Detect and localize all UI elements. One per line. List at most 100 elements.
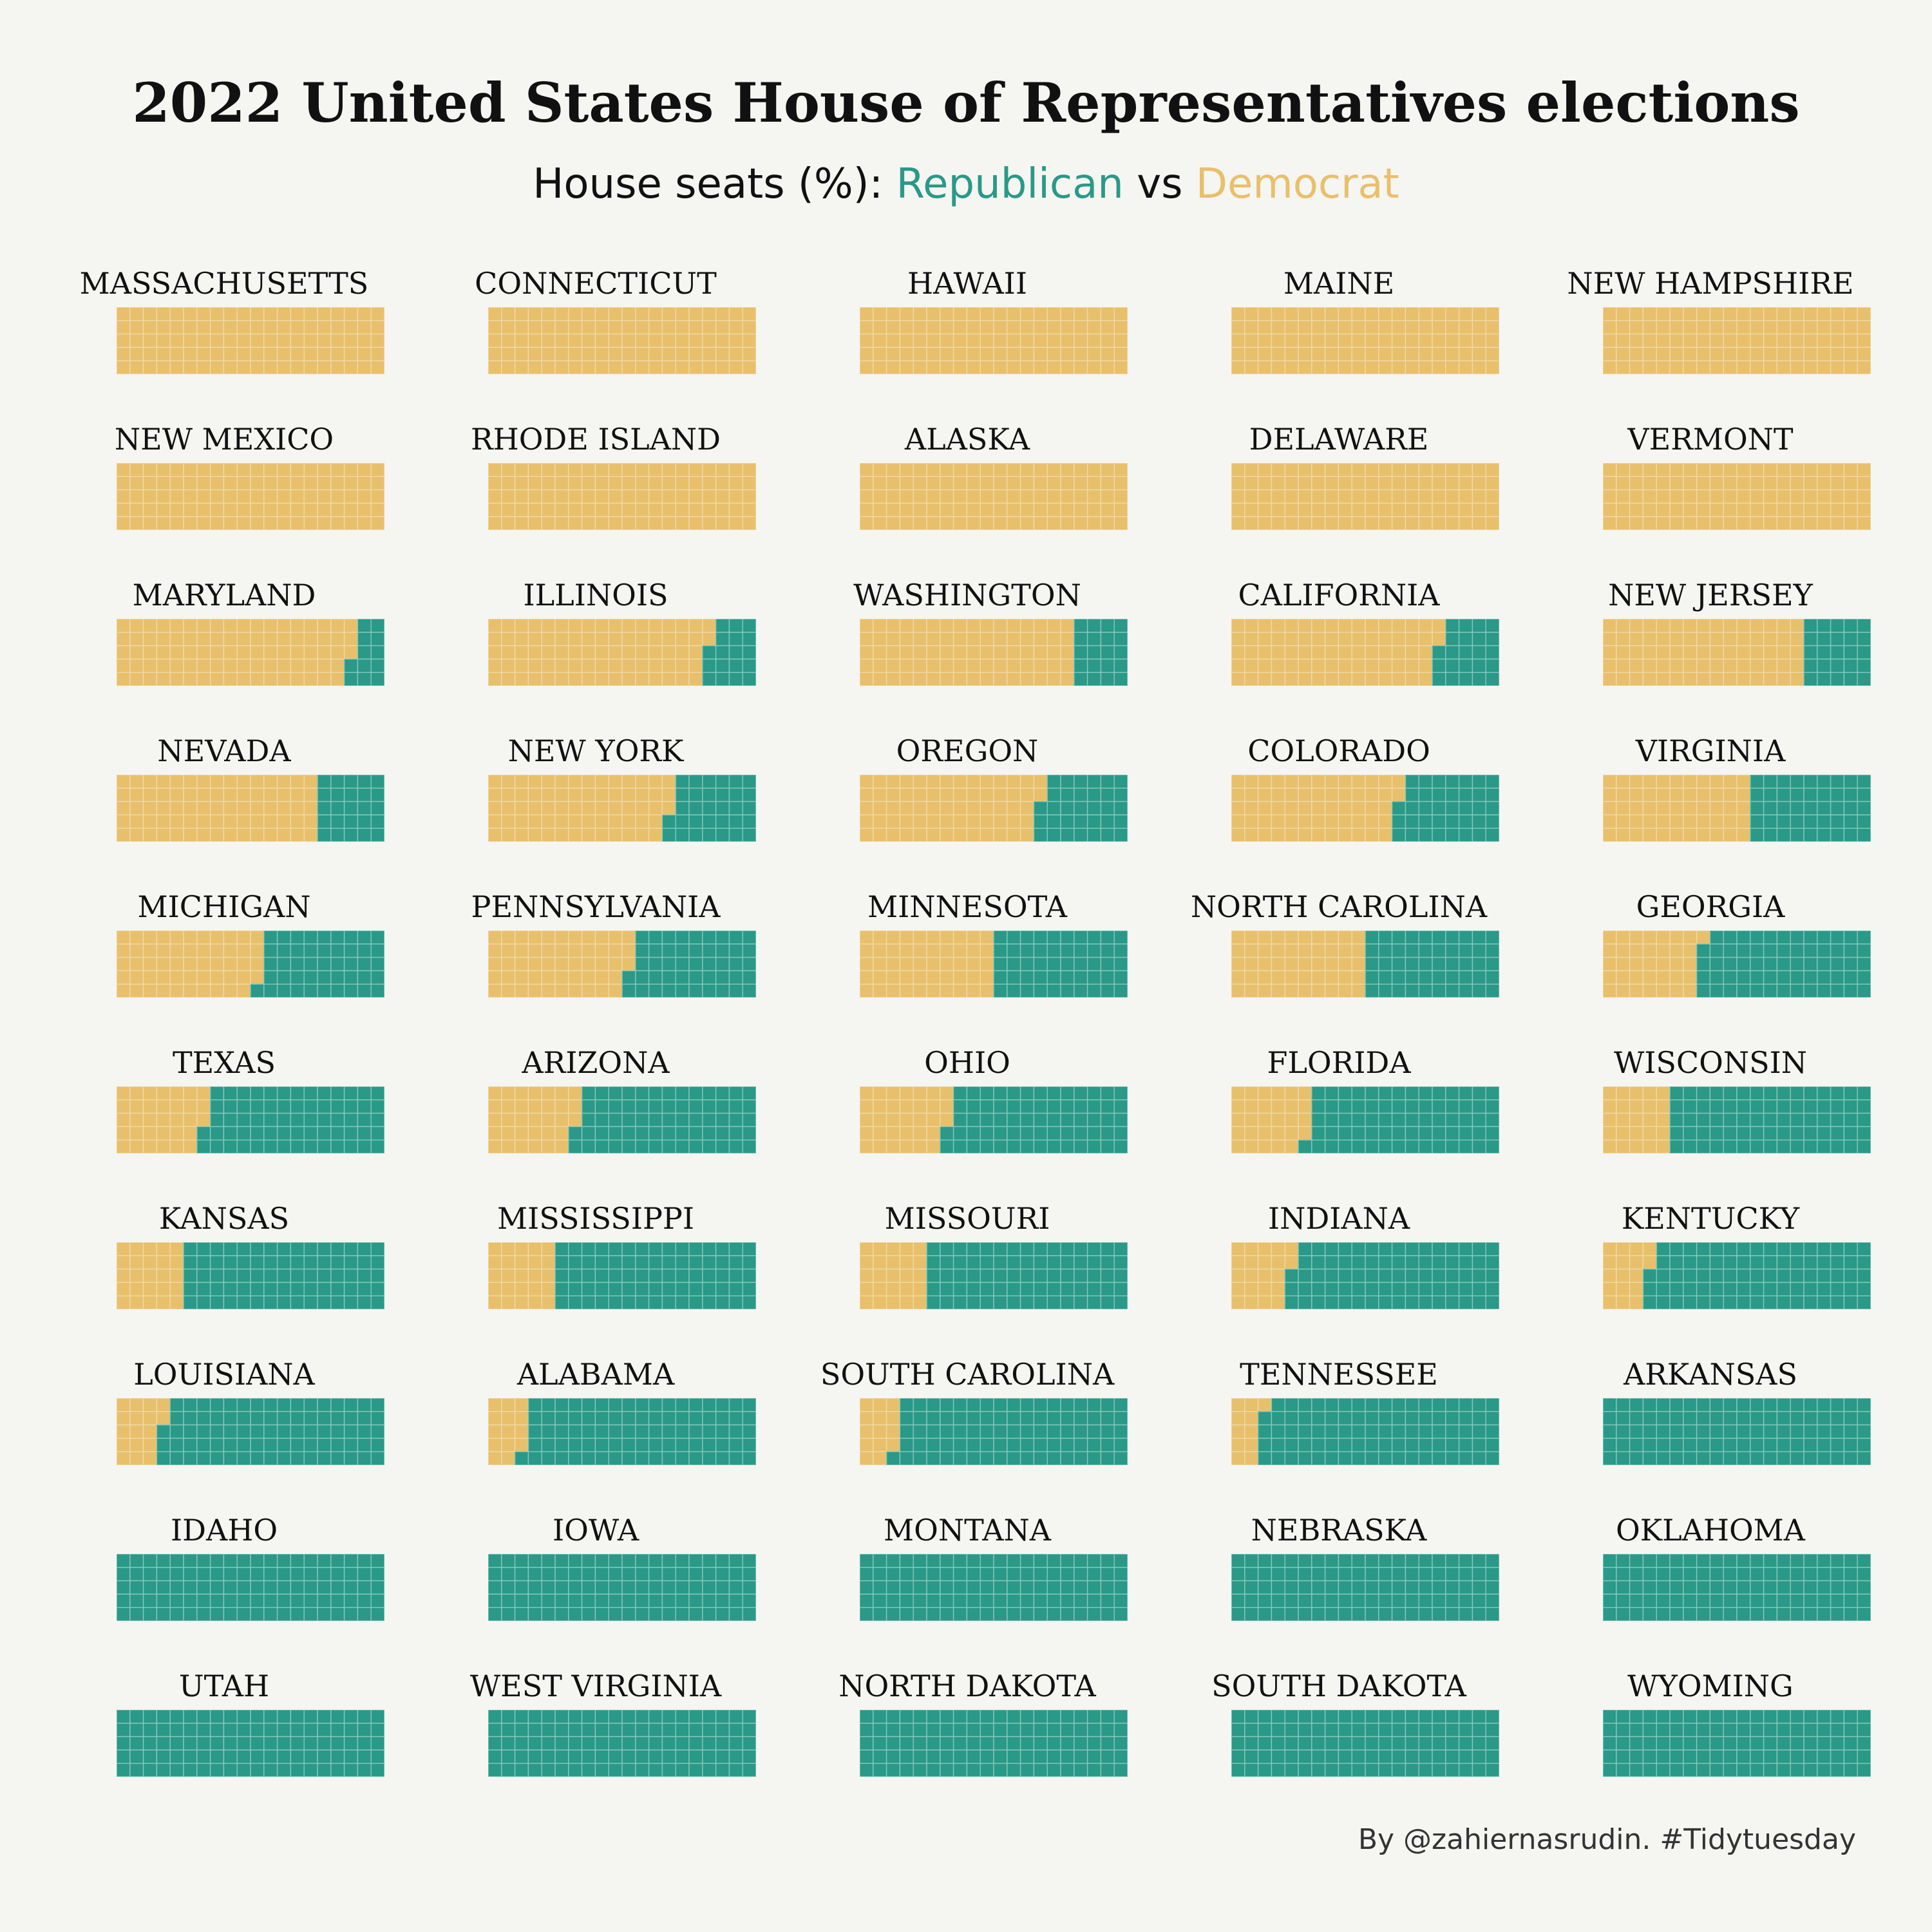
democrat-cell (595, 775, 609, 788)
democrat-cell (1764, 503, 1777, 516)
democrat-cell (1670, 944, 1683, 958)
republican-cell (357, 1296, 371, 1309)
democrat-cell (900, 632, 913, 646)
waffle-panel-north-carolina: NORTH CAROLINA (1178, 887, 1500, 1042)
republican-cell (1007, 1100, 1021, 1113)
republican-cell (345, 1567, 358, 1581)
republican-cell (211, 1737, 224, 1750)
republican-cell (331, 971, 345, 984)
democrat-cell (1643, 1100, 1656, 1113)
republican-cell (237, 1425, 251, 1439)
waffle-colorado (1231, 775, 1499, 842)
republican-cell (1857, 1140, 1871, 1153)
democrat-cell (1271, 958, 1285, 971)
democrat-cell (1379, 477, 1392, 490)
democrat-cell (1446, 347, 1459, 361)
democrat-cell (1285, 931, 1298, 944)
democrat-cell (211, 815, 224, 828)
democrat-cell (1764, 659, 1777, 672)
republican-cell (1844, 958, 1857, 971)
democrat-cell (1338, 788, 1352, 802)
democrat-cell (144, 490, 157, 504)
republican-cell (1656, 1242, 1670, 1256)
republican-cell (304, 1425, 317, 1439)
democrat-cell (569, 958, 582, 971)
republican-cell (528, 1425, 542, 1439)
democrat-cell (211, 347, 224, 361)
democrat-cell (130, 672, 144, 686)
republican-cell (569, 1398, 582, 1412)
democrat-cell (1231, 347, 1245, 361)
republican-cell (1021, 1607, 1034, 1621)
democrat-cell (488, 775, 502, 788)
democrat-cell (1379, 646, 1392, 659)
democrat-cell (156, 984, 170, 998)
republican-cell (1061, 802, 1074, 815)
republican-cell (980, 1242, 994, 1256)
republican-cell (1245, 1737, 1258, 1750)
republican-cell (264, 944, 278, 958)
republican-cell (1392, 815, 1406, 828)
democrat-cell (703, 347, 716, 361)
republican-cell (1021, 1438, 1034, 1452)
democrat-cell (130, 1242, 144, 1256)
republican-cell (156, 1763, 170, 1777)
democrat-cell (860, 516, 873, 530)
democrat-cell (515, 802, 529, 815)
republican-cell (1656, 1594, 1670, 1607)
waffle-panel-montana: MONTANA (806, 1511, 1128, 1665)
republican-cell (1446, 1126, 1459, 1140)
democrat-cell (1643, 1140, 1656, 1153)
republican-cell (1670, 1554, 1683, 1567)
democrat-cell (967, 646, 980, 659)
democrat-cell (940, 503, 954, 516)
democrat-cell (170, 802, 184, 815)
republican-cell (954, 1126, 967, 1140)
republican-cell (1325, 1452, 1339, 1465)
democrat-cell (144, 1452, 157, 1465)
republican-cell (1472, 1126, 1486, 1140)
waffle-montana (860, 1554, 1128, 1621)
republican-cell (940, 1425, 954, 1439)
republican-cell (345, 802, 358, 815)
democrat-cell (913, 775, 927, 788)
democrat-cell (609, 646, 622, 659)
democrat-cell (1616, 1086, 1630, 1100)
republican-cell (743, 632, 756, 646)
republican-cell (331, 1242, 345, 1256)
republican-cell (1061, 1398, 1074, 1412)
democrat-cell (609, 958, 622, 971)
democrat-cell (636, 632, 649, 646)
republican-cell (1643, 1282, 1656, 1296)
republican-cell (1670, 1412, 1683, 1425)
republican-cell (223, 1763, 237, 1777)
republican-cell (716, 1452, 730, 1465)
republican-cell (1352, 1710, 1365, 1723)
democrat-cell (1312, 659, 1325, 672)
republican-cell (223, 1452, 237, 1465)
state-label: MISSISSIPPI (435, 1199, 757, 1238)
democrat-cell (1616, 1269, 1630, 1283)
democrat-cell (1737, 321, 1750, 334)
republican-cell (743, 1242, 756, 1256)
democrat-cell (1392, 321, 1406, 334)
republican-cell (716, 1425, 730, 1439)
republican-cell (1047, 1763, 1061, 1777)
democrat-cell (1710, 490, 1723, 504)
democrat-cell (130, 1452, 144, 1465)
democrat-cell (873, 477, 887, 490)
democrat-cell (290, 775, 304, 788)
democrat-cell (1298, 931, 1312, 944)
democrat-cell (117, 1398, 130, 1412)
democrat-cell (954, 802, 967, 815)
democrat-cell (636, 334, 649, 348)
democrat-cell (994, 321, 1007, 334)
republican-cell (994, 1398, 1007, 1412)
democrat-cell (290, 477, 304, 490)
republican-cell (331, 1581, 345, 1595)
republican-cell (542, 1737, 555, 1750)
democrat-cell (649, 463, 663, 477)
democrat-cell (927, 347, 940, 361)
democrat-cell (1285, 516, 1298, 530)
republican-cell (304, 958, 317, 971)
